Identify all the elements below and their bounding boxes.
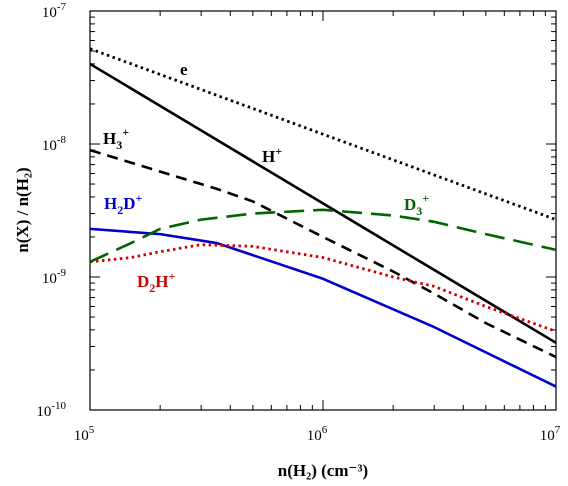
x-tick-label: 107	[540, 424, 561, 444]
series-line-d2hplus	[89, 243, 557, 333]
curve-label-h2dplus: H2D+	[104, 191, 143, 217]
curve-label-d3plus: D3+	[404, 191, 429, 218]
x-axis-label: n(H₂) (cm⁻³)	[278, 461, 368, 480]
series-line-h3plus	[89, 148, 557, 359]
curve-label-e: e	[180, 60, 188, 79]
x-tick-label: 106	[307, 424, 328, 444]
series-layer	[89, 47, 557, 388]
curve-label-d2hplus: D2H+	[137, 269, 176, 295]
y-axis-label: n(X) / n(H₂)	[13, 167, 32, 252]
series-line-h2dplus	[89, 227, 557, 388]
curve-label-h3plus: H3+	[103, 125, 129, 152]
series-line-e	[89, 47, 557, 221]
series-line-d3plus	[89, 208, 557, 264]
x-tick-label: 105	[74, 424, 95, 444]
axis-ticks	[89, 10, 557, 411]
tick-labels: 105 106 107 10-10 10-9 10-8 10-7	[36, 1, 560, 444]
y-tick-label: 10-9	[42, 267, 67, 287]
y-tick-label: 10-10	[36, 400, 66, 420]
curve-labels: e H+ H3+ H2D+ D2H+ D3+	[103, 60, 429, 295]
y-tick-label: 10-8	[42, 134, 67, 154]
y-tick-label: 10-7	[42, 1, 67, 21]
curve-label-hplus: H+	[262, 144, 282, 166]
series-line-hplus	[89, 62, 557, 344]
